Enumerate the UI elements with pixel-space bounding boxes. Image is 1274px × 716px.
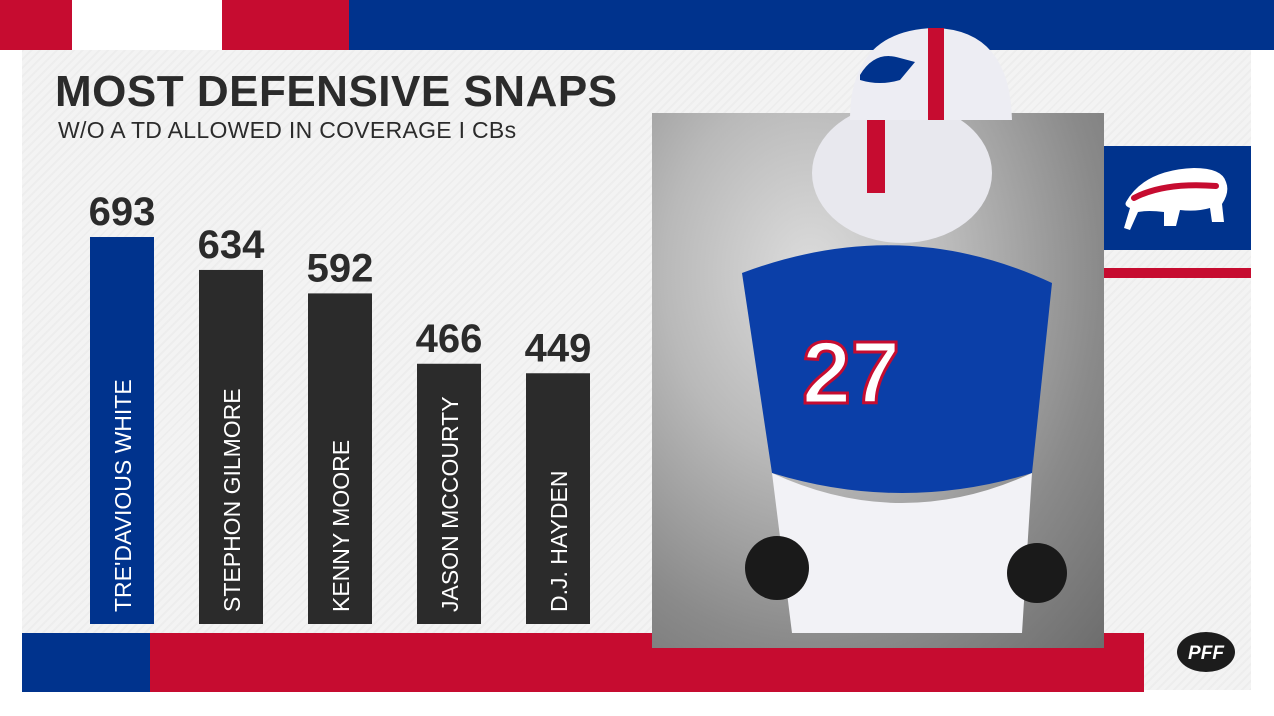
bar-value-label-4: 449 [525,326,592,370]
bottom-strip-blue [22,633,150,692]
logo-red-bar [1104,268,1251,278]
pff-logo-icon: PFF [1177,632,1235,672]
bar-1 [199,269,263,624]
top-strip-blue [349,0,1274,50]
bar-4 [526,373,590,624]
pff-logo-text: PFF [1188,643,1225,664]
player-photo: 27 [652,113,1104,648]
svg-text:27: 27 [802,323,900,422]
top-strip-white [72,0,222,22]
bar-category-label-4: D.J. HAYDEN [546,471,572,612]
helmet-icon [850,28,1012,120]
bar-value-label-1: 634 [198,223,265,267]
chart-title: MOST DEFENSIVE SNAPS [55,67,618,116]
bar-3 [417,363,481,624]
bar-category-label-3: JASON MCCOURTY [437,396,463,612]
bar-value-label-0: 693 [89,190,156,234]
chart-subtitle: W/O A TD ALLOWED IN COVERAGE I CBs [58,117,517,143]
bar-2 [308,293,372,624]
top-strip-red-mid [222,0,349,50]
bar-value-label-3: 466 [416,317,483,361]
bar-value-label-2: 592 [307,246,374,290]
bar-category-label-1: STEPHON GILMORE [219,388,245,612]
top-strip-red-left [0,0,72,50]
team-logo-box [1104,146,1251,250]
bar-category-label-2: KENNY MOORE [328,440,354,612]
player-figure-icon: 27 [742,113,1067,633]
bar-category-label-0: TRE'DAVIOUS WHITE [110,379,136,612]
buffalo-logo-icon [1124,168,1228,230]
bar-0 [90,237,154,624]
